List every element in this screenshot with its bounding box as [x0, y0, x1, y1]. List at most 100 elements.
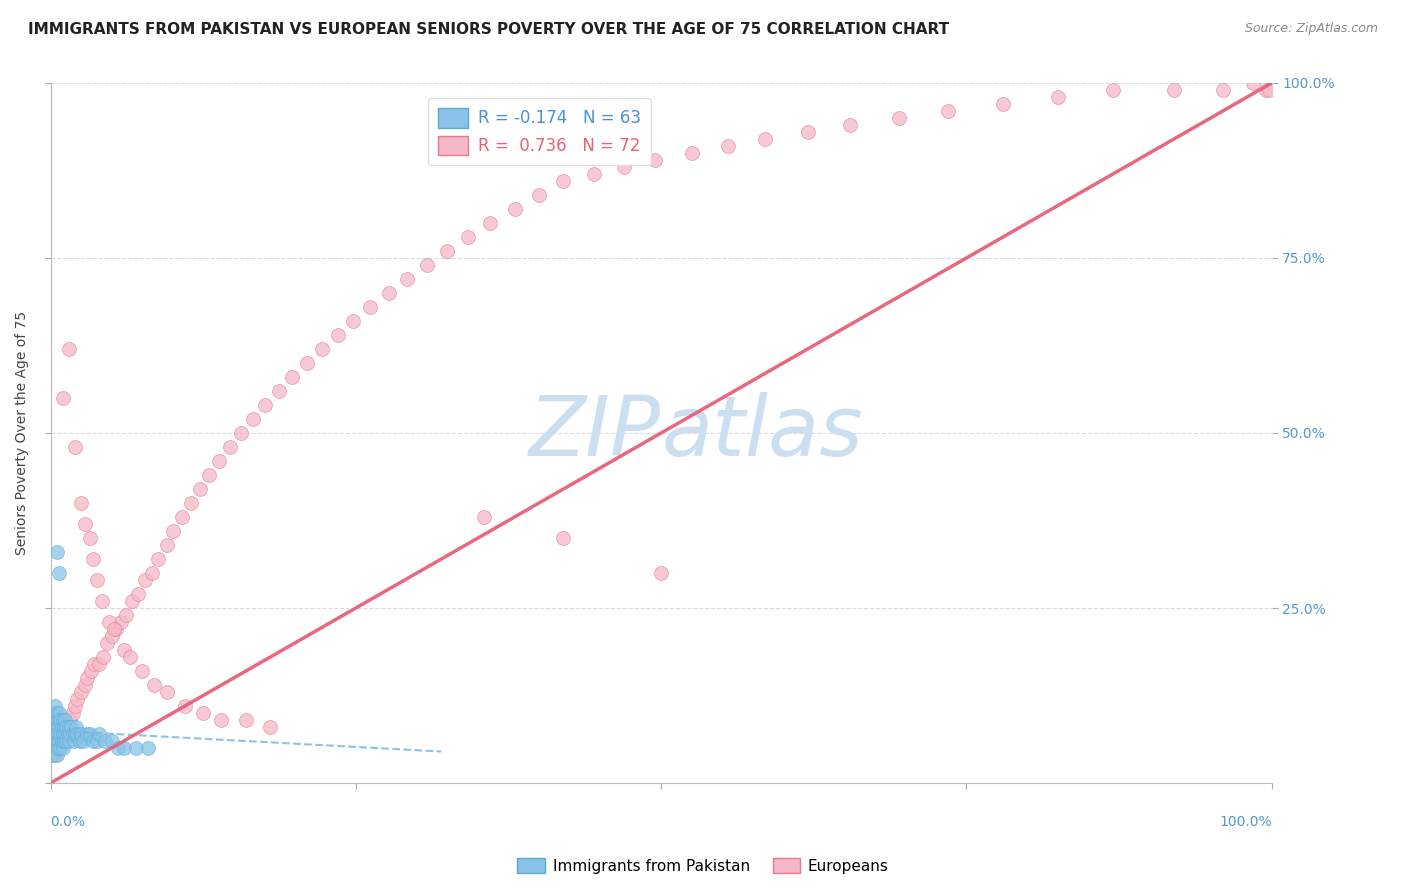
Point [58, 734, 80, 748]
Point [52, 727, 75, 741]
Point [55, 734, 77, 748]
Point [717, 139, 740, 153]
Point [112, 741, 135, 756]
Point [229, 425, 252, 440]
Point [66, 692, 89, 706]
Point [45, 545, 67, 559]
Point [44, 699, 66, 714]
Point [44, 741, 66, 756]
Point [49, 713, 72, 727]
Point [311, 342, 333, 356]
Point [89, 727, 111, 741]
Point [44, 734, 66, 748]
Point [172, 510, 194, 524]
Point [58, 342, 80, 356]
Point [378, 285, 401, 300]
Point [754, 132, 776, 146]
Legend: R = -0.174   N = 63, R =  0.736   N = 72: R = -0.174 N = 63, R = 0.736 N = 72 [427, 98, 651, 165]
Point [72, 734, 94, 748]
Point [42, 747, 65, 762]
Point [59, 727, 82, 741]
Point [503, 202, 526, 216]
Point [110, 615, 132, 629]
Point [51, 720, 73, 734]
Point [42, 734, 65, 748]
Point [65, 720, 87, 734]
Point [45, 720, 67, 734]
Point [83, 657, 105, 671]
Point [155, 538, 177, 552]
Point [115, 607, 138, 622]
Point [86, 734, 108, 748]
Point [107, 741, 129, 756]
Text: 0.0%: 0.0% [51, 814, 86, 829]
Point [681, 145, 703, 160]
Point [49, 734, 72, 748]
Point [118, 650, 141, 665]
Point [326, 328, 349, 343]
Point [90, 594, 112, 608]
Point [121, 594, 143, 608]
Point [44, 747, 66, 762]
Point [125, 741, 148, 756]
Text: IMMIGRANTS FROM PAKISTAN VS EUROPEAN SENIORS POVERTY OVER THE AGE OF 75 CORRELAT: IMMIGRANTS FROM PAKISTAN VS EUROPEAN SEN… [28, 22, 949, 37]
Point [991, 97, 1014, 112]
Point [89, 657, 111, 671]
Point [41, 741, 63, 756]
Point [46, 713, 69, 727]
Point [359, 300, 381, 314]
Point [136, 741, 159, 756]
Point [70, 496, 93, 510]
Point [45, 747, 67, 762]
Point [100, 629, 122, 643]
Point [281, 370, 304, 384]
Point [436, 244, 458, 258]
Point [889, 111, 911, 125]
Point [415, 258, 437, 272]
Point [1046, 90, 1069, 104]
Point [79, 531, 101, 545]
Point [472, 510, 495, 524]
Point [66, 727, 89, 741]
Point [52, 713, 75, 727]
Point [650, 566, 672, 580]
Point [146, 552, 169, 566]
Point [73, 516, 96, 531]
Text: Source: ZipAtlas.com: Source: ZipAtlas.com [1244, 22, 1378, 36]
Point [267, 384, 290, 398]
Point [76, 671, 98, 685]
Point [46, 727, 69, 741]
Point [188, 482, 211, 496]
Point [100, 734, 122, 748]
Point [91, 650, 114, 665]
Point [52, 727, 75, 741]
Point [52, 741, 75, 756]
Point [396, 272, 419, 286]
Point [58, 720, 80, 734]
Point [94, 734, 117, 748]
Point [80, 664, 103, 678]
Y-axis label: Seniors Poverty Over the Age of 75: Seniors Poverty Over the Age of 75 [15, 311, 30, 555]
Point [82, 552, 104, 566]
Point [70, 685, 93, 699]
Point [1163, 83, 1185, 97]
Point [62, 706, 84, 720]
Point [155, 685, 177, 699]
Point [342, 314, 364, 328]
Point [208, 454, 231, 468]
Point [49, 741, 72, 756]
Point [41, 713, 63, 727]
Point [63, 727, 86, 741]
Point [44, 713, 66, 727]
Point [73, 678, 96, 692]
Point [82, 734, 104, 748]
Point [62, 734, 84, 748]
Point [98, 615, 121, 629]
Point [254, 398, 277, 412]
Point [479, 216, 502, 230]
Point [59, 713, 82, 727]
Point [46, 741, 69, 756]
Point [60, 720, 83, 734]
Point [41, 727, 63, 741]
Point [44, 720, 66, 734]
